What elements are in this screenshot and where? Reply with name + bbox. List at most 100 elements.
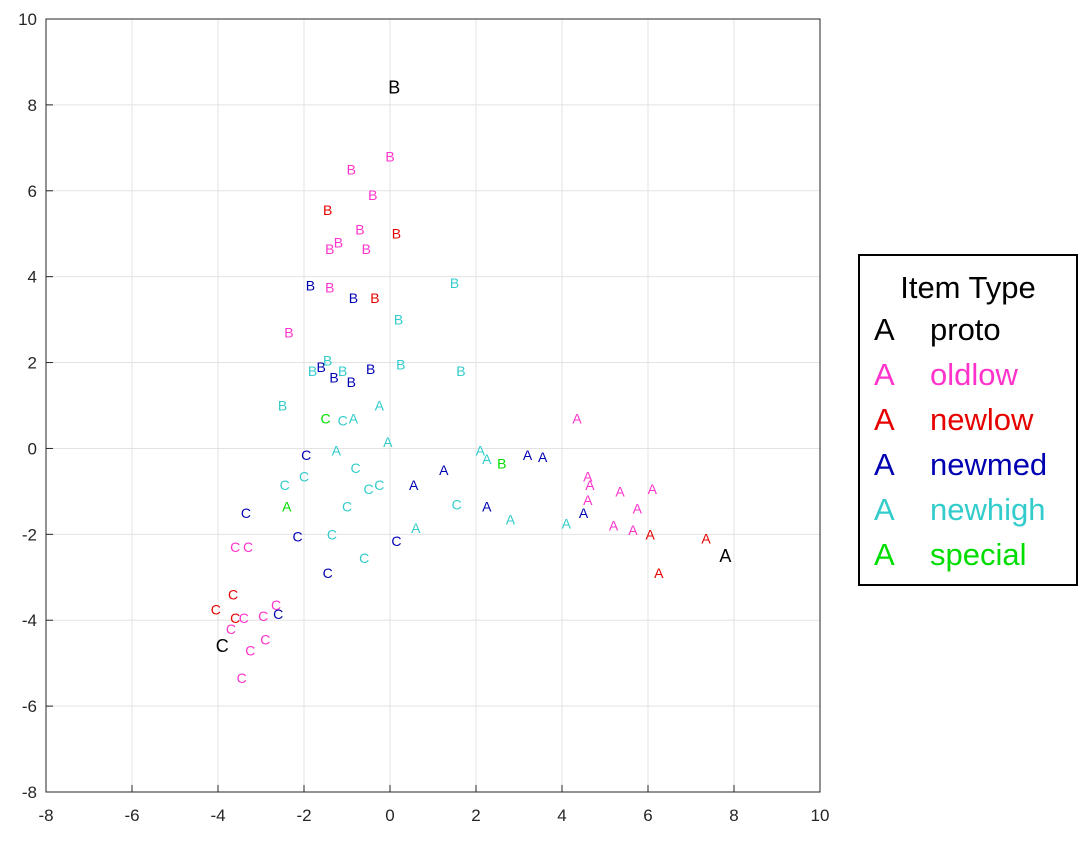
point-newmed: A xyxy=(523,447,533,463)
point-newhigh: A xyxy=(562,516,572,532)
point-newmed: B xyxy=(366,361,375,377)
point-newmed: A xyxy=(409,477,419,493)
y-tick-label: 4 xyxy=(28,268,37,287)
x-tick-label: 10 xyxy=(811,806,830,825)
point-newhigh: C xyxy=(338,413,348,429)
point-proto: B xyxy=(388,78,400,98)
point-newhigh: A xyxy=(349,410,359,426)
point-newhigh: A xyxy=(482,451,492,467)
point-newhigh: B xyxy=(396,357,405,373)
point-newhigh: B xyxy=(278,398,287,414)
point-oldlow: B xyxy=(284,324,293,340)
point-newmed: A xyxy=(482,498,492,514)
point-newmed: C xyxy=(391,533,401,549)
point-newlow: B xyxy=(323,202,332,218)
point-oldlow: C xyxy=(245,642,255,658)
point-oldlow: C xyxy=(230,539,240,555)
point-newhigh: B xyxy=(338,363,347,379)
legend-marker: A xyxy=(874,537,895,572)
point-newhigh: C xyxy=(327,526,337,542)
point-special: A xyxy=(282,498,292,514)
point-oldlow: C xyxy=(258,608,268,624)
x-tick-label: 6 xyxy=(643,806,652,825)
point-oldlow: C xyxy=(271,597,281,613)
x-tick-label: -4 xyxy=(210,806,225,825)
y-tick-label: 8 xyxy=(28,96,37,115)
point-oldlow: B xyxy=(368,187,377,203)
point-oldlow: B xyxy=(347,161,356,177)
point-newmed: B xyxy=(349,290,358,306)
point-oldlow: A xyxy=(628,522,638,538)
point-newhigh: C xyxy=(452,496,462,512)
x-tick-label: -6 xyxy=(124,806,139,825)
point-oldlow: A xyxy=(648,481,658,497)
legend-marker: A xyxy=(874,312,895,347)
point-newhigh: C xyxy=(280,477,290,493)
legend-marker: A xyxy=(874,492,895,527)
point-newhigh: A xyxy=(506,511,516,527)
point-newmed: B xyxy=(306,277,315,293)
point-oldlow: C xyxy=(239,610,249,626)
point-special: C xyxy=(320,410,330,426)
point-oldlow: C xyxy=(260,632,270,648)
point-oldlow: B xyxy=(325,241,334,257)
point-newmed: B xyxy=(329,370,338,386)
point-newhigh: B xyxy=(308,363,317,379)
point-oldlow: C xyxy=(226,621,236,637)
legend-label: oldlow xyxy=(930,357,1018,392)
point-oldlow: B xyxy=(334,234,343,250)
x-tick-label: 2 xyxy=(471,806,480,825)
point-newhigh: C xyxy=(342,498,352,514)
y-tick-label: -6 xyxy=(22,697,37,716)
point-newhigh: C xyxy=(363,481,373,497)
point-oldlow: A xyxy=(583,468,593,484)
point-newhigh: A xyxy=(411,520,421,536)
point-oldlow: A xyxy=(615,483,625,499)
legend-label: proto xyxy=(930,312,1001,347)
point-oldlow: C xyxy=(243,539,253,555)
point-newhigh: C xyxy=(374,477,384,493)
point-newhigh: C xyxy=(359,550,369,566)
point-newhigh: A xyxy=(375,398,385,414)
point-newmed: C xyxy=(273,606,283,622)
point-newhigh: B xyxy=(323,352,332,368)
point-proto: A xyxy=(719,546,731,566)
x-tick-label: -2 xyxy=(296,806,311,825)
plot-frame xyxy=(45,18,821,793)
point-newlow: C xyxy=(230,610,240,626)
y-tick-label: 2 xyxy=(28,354,37,373)
y-tick-label: -2 xyxy=(22,525,37,544)
point-newhigh: A xyxy=(476,443,486,459)
legend-marker: A xyxy=(874,402,895,437)
point-newlow: C xyxy=(228,586,238,602)
point-oldlow: A xyxy=(585,477,595,493)
legend-marker: A xyxy=(874,357,895,392)
point-newhigh: C xyxy=(299,468,309,484)
point-oldlow: B xyxy=(362,241,371,257)
legend-label: newlow xyxy=(930,402,1034,437)
point-newmed: B xyxy=(347,374,356,390)
point-proto: C xyxy=(216,636,229,656)
point-newlow: C xyxy=(211,601,221,617)
legend-label: newhigh xyxy=(930,492,1046,527)
legend-marker: A xyxy=(874,447,895,482)
legend-title: Item Type xyxy=(900,270,1036,305)
y-tick-label: -4 xyxy=(22,611,37,630)
point-newmed: C xyxy=(301,447,311,463)
point-newhigh: B xyxy=(456,363,465,379)
x-tick-label: 4 xyxy=(557,806,566,825)
y-tick-label: 10 xyxy=(18,10,37,29)
point-newhigh: C xyxy=(351,460,361,476)
point-newlow: B xyxy=(392,226,401,242)
point-newhigh: B xyxy=(450,275,459,291)
point-newlow: A xyxy=(645,526,655,542)
x-tick-label: 8 xyxy=(729,806,738,825)
point-oldlow: B xyxy=(355,221,364,237)
